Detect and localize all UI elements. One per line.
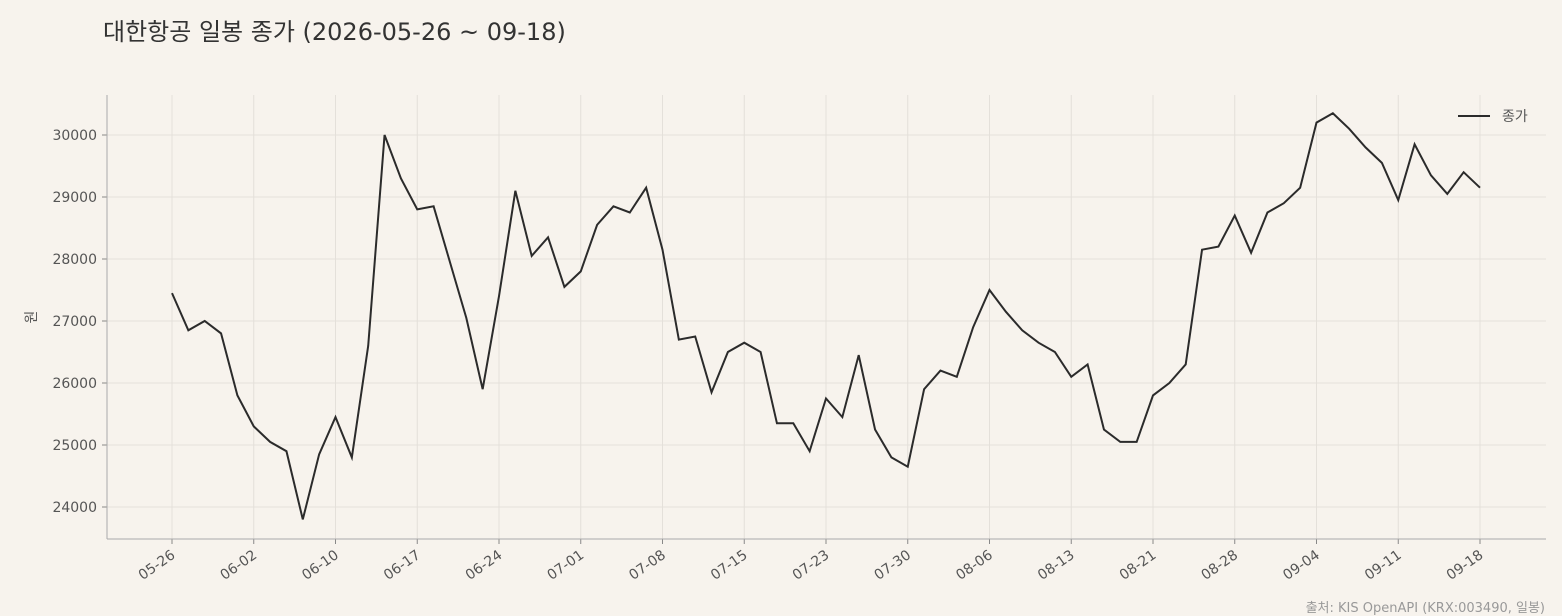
- chart-title: 대한항공 일봉 종가 (2026-05-26 ~ 09-18): [103, 18, 566, 46]
- x-tick-label: 07-30: [872, 547, 915, 583]
- y-tick-label: 24000: [52, 500, 97, 516]
- line-series: [171, 112, 1481, 520]
- x-tick-label: 05-26: [136, 547, 179, 583]
- y-tick-label: 30000: [52, 128, 97, 144]
- y-tick-label: 29000: [52, 190, 97, 206]
- y-axis-label: 원: [24, 311, 40, 324]
- x-tick-label: 06-10: [299, 547, 342, 583]
- x-tick-label: 07-08: [626, 547, 669, 583]
- source-note: 출처: KIS OpenAPI (KRX:003490, 일봉): [1306, 601, 1545, 616]
- y-tick-label: 26000: [52, 376, 97, 392]
- y-tick-label: 25000: [52, 438, 97, 454]
- x-tick-label: 09-11: [1362, 547, 1405, 583]
- x-tick-label: 07-23: [790, 547, 833, 583]
- x-tick-label: 07-01: [545, 547, 588, 583]
- x-tick-label: 08-28: [1199, 547, 1242, 583]
- legend-label: 종가: [1502, 109, 1528, 125]
- x-tick-label: 09-18: [1444, 547, 1487, 583]
- y-tick-label: 27000: [52, 314, 97, 330]
- x-tick-label: 06-02: [218, 547, 261, 583]
- x-tick-label: 09-04: [1280, 547, 1323, 583]
- x-tick-label: 08-06: [953, 547, 996, 583]
- x-tick-label: 08-21: [1117, 547, 1160, 583]
- y-tick-label: 28000: [52, 252, 97, 268]
- x-tick-label: 06-24: [463, 547, 506, 583]
- x-tick-label: 07-15: [708, 547, 751, 583]
- x-tick-label: 06-17: [381, 547, 424, 583]
- x-tick-label: 08-13: [1035, 547, 1078, 583]
